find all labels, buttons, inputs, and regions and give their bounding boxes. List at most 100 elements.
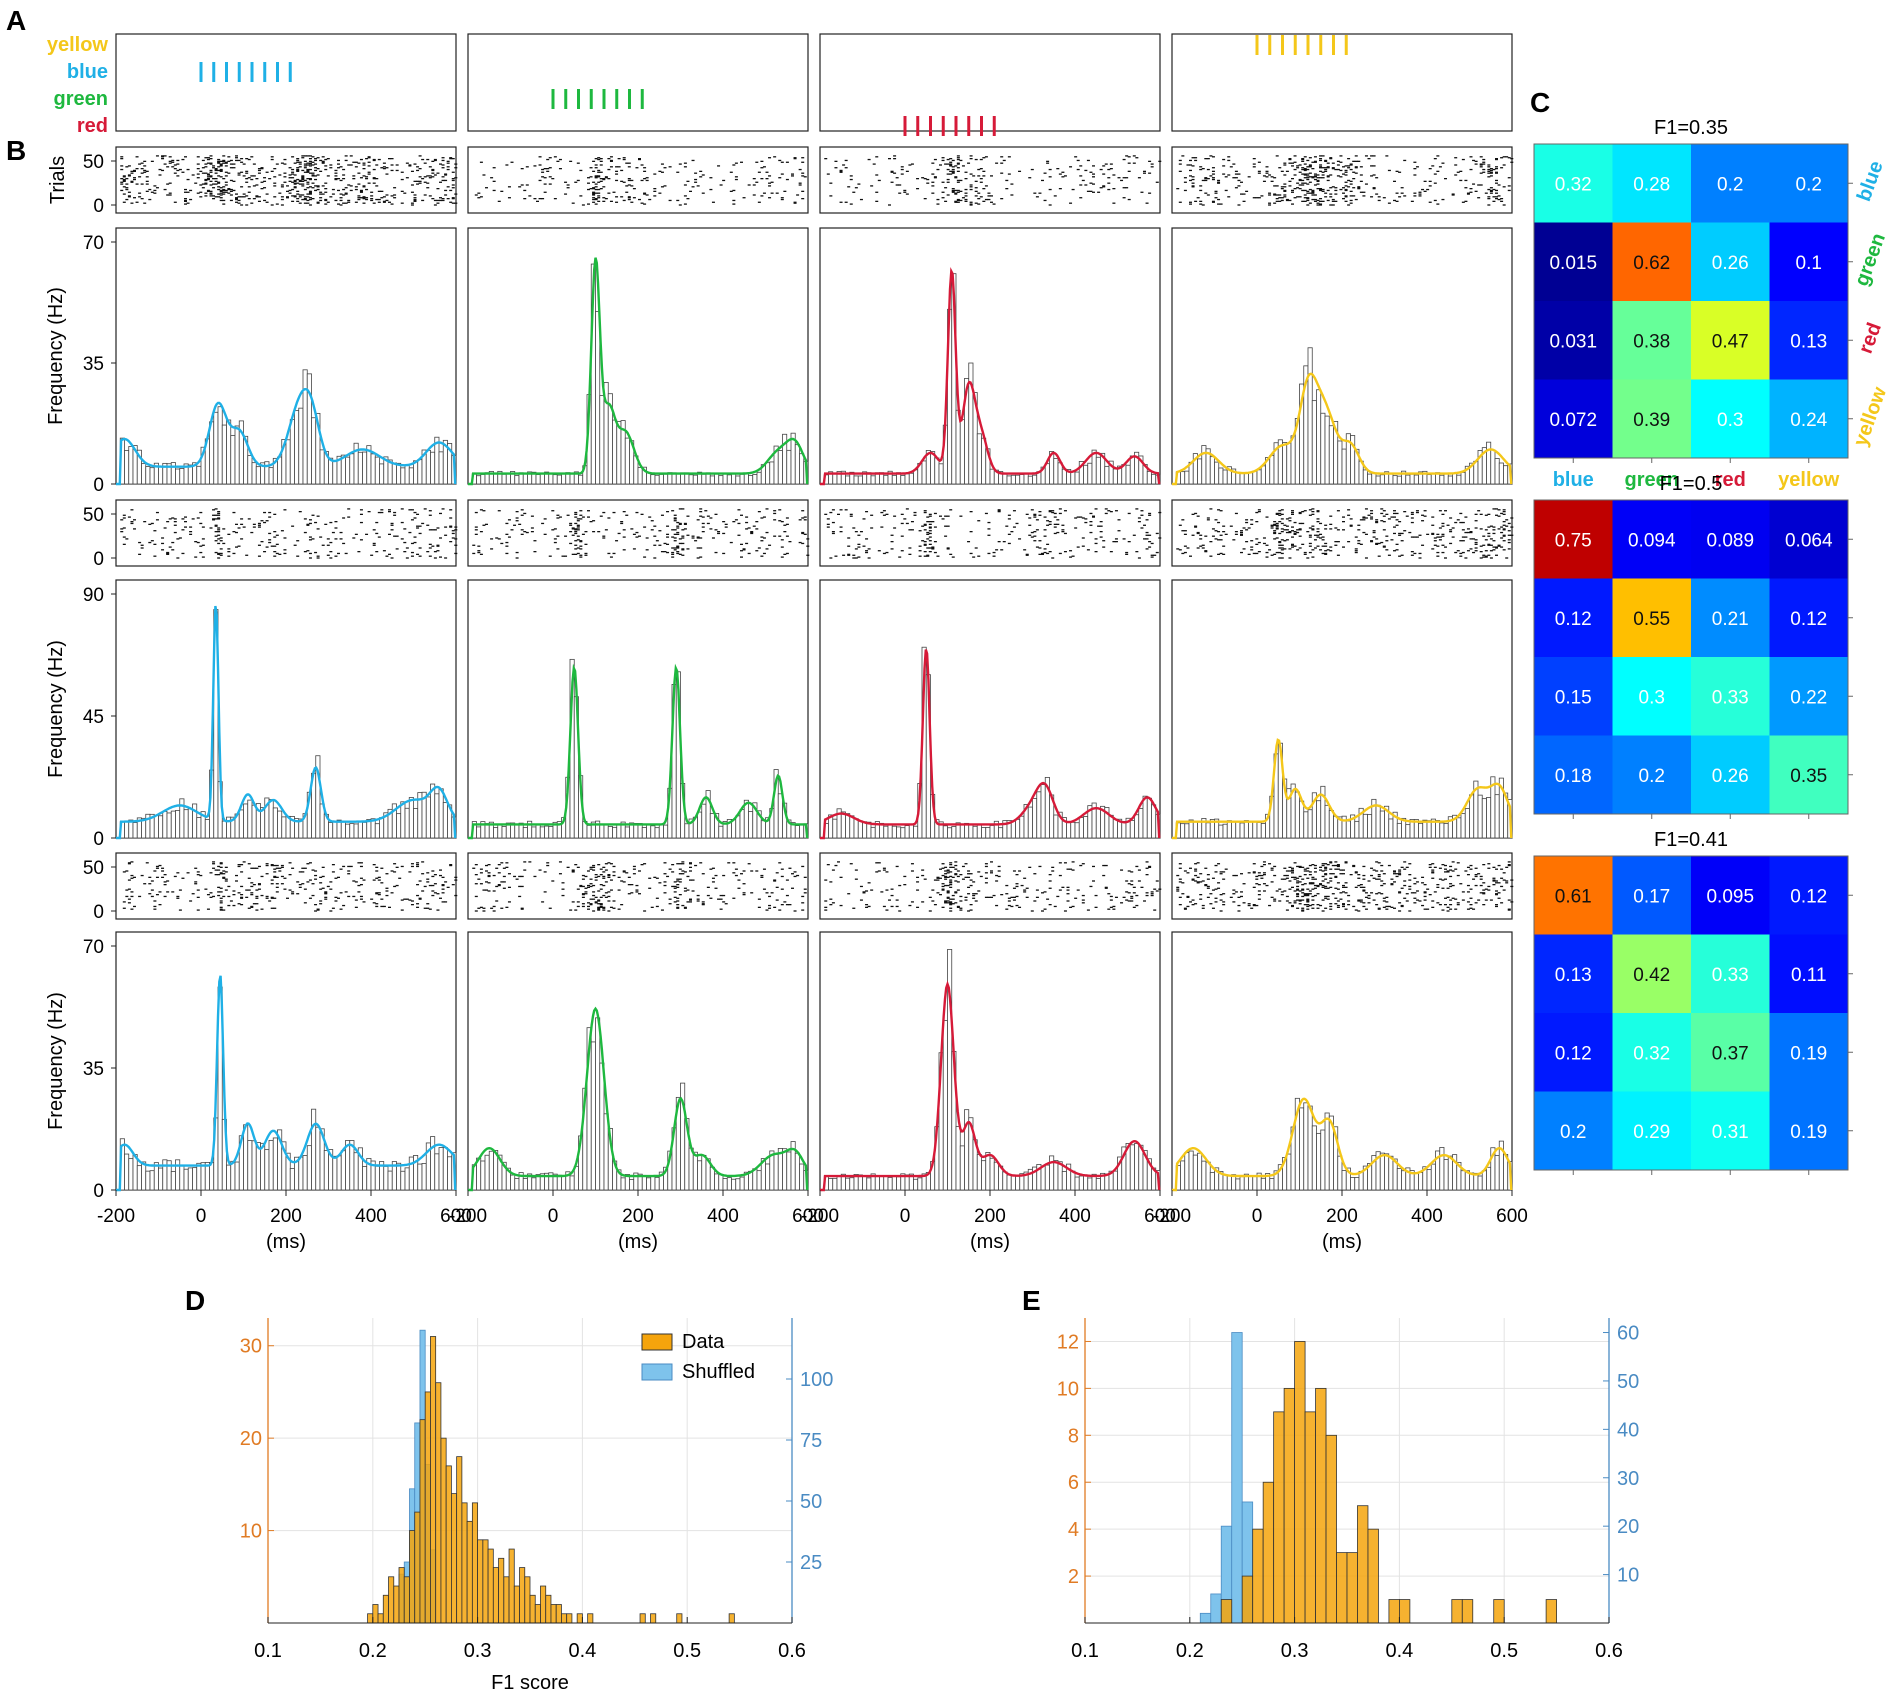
psth-bar: [221, 820, 227, 839]
psth-bar: [1477, 794, 1483, 839]
psth-bar: [187, 1167, 193, 1191]
psth-bar: [624, 826, 630, 839]
psth-bar: [857, 820, 863, 839]
psth-bar: [234, 1161, 240, 1191]
raster-yellow-row2: [1171, 499, 1514, 567]
psth-bar: [709, 812, 715, 839]
psth-bar: [251, 804, 257, 839]
psth-bar: [1129, 820, 1135, 839]
psth-bar: [650, 474, 656, 485]
psth-bar: [663, 824, 669, 839]
psth-green-row1: [467, 227, 809, 486]
psth-bar: [404, 465, 410, 485]
psth-bar: [1192, 820, 1198, 839]
psth-bar: [709, 475, 715, 485]
psth-bar: [603, 824, 609, 839]
psth-bar: [891, 825, 897, 839]
psth-bar: [548, 473, 554, 485]
psth-bar: [1269, 454, 1275, 485]
psth-bar: [985, 827, 991, 839]
psth-bar: [942, 825, 948, 839]
psth-bar: [1405, 474, 1411, 485]
psth-yellow-row1: [1171, 227, 1513, 486]
psth-bar: [1061, 468, 1067, 485]
psth-bar: [748, 474, 754, 485]
raster-green-row1: [467, 146, 809, 214]
psth-bar: [794, 825, 800, 839]
psth-bar: [654, 827, 660, 839]
psth-bar: [832, 818, 838, 839]
psth-bar: [383, 1166, 389, 1191]
psth-bar: [731, 1178, 737, 1191]
psth-bar: [646, 824, 652, 839]
psth-bar: [501, 473, 507, 485]
psth-bar: [434, 793, 440, 839]
psth-bar: [1337, 440, 1343, 485]
psth-bar: [357, 820, 363, 839]
psth-smooth-line: [468, 257, 809, 486]
psth-bar: [1053, 814, 1059, 839]
xtick-label: 0: [196, 1206, 207, 1227]
psth-bar: [620, 1177, 626, 1191]
psth-bar: [1151, 804, 1157, 839]
psth-bar: [845, 813, 851, 839]
psth-bar: [332, 821, 338, 839]
psth-bar: [340, 820, 346, 839]
xtick-label: 0: [548, 1206, 559, 1227]
psth-bar: [1486, 797, 1492, 839]
psth-bar: [1498, 462, 1504, 485]
psth-bar: [1142, 795, 1148, 839]
psth-bar: [522, 827, 528, 839]
psth-bar: [183, 1168, 189, 1191]
psth-bar: [701, 1154, 707, 1191]
raster-ytick-label: 50: [83, 858, 104, 879]
psth-bar: [756, 471, 762, 485]
psth-bar: [1129, 455, 1135, 485]
psth-bar: [374, 456, 380, 485]
psth-bar: [556, 1174, 562, 1191]
psth-bar: [1209, 456, 1215, 485]
stimulus-panel-green: [467, 33, 809, 132]
psth-bar: [1362, 813, 1368, 839]
psth-bar: [913, 469, 919, 485]
psth-bar: [726, 1177, 732, 1191]
psth-bar: [323, 1150, 329, 1191]
psth-ytick-label: 35: [83, 354, 104, 375]
stimulus-panel-yellow: [1171, 33, 1513, 132]
psth-smooth-line: [1172, 738, 1513, 840]
psth-bar: [170, 1171, 176, 1191]
psth-bar: [136, 1165, 142, 1191]
psth-bar: [396, 1162, 402, 1191]
psth-bar: [238, 809, 244, 839]
psth-bar: [1469, 794, 1475, 839]
psth-bar: [714, 1173, 720, 1191]
panel-label-D: D: [185, 1285, 205, 1316]
psth-bar: [260, 807, 266, 839]
psth-bar: [149, 1170, 155, 1191]
psth-bar: [862, 821, 868, 839]
psth-ytick-label: 0: [93, 475, 104, 496]
psth-bar: [1413, 474, 1419, 485]
psth-bar: [1248, 471, 1254, 485]
psth-bar: [1015, 818, 1021, 839]
psth-bar: [853, 475, 859, 485]
psth-ytick-label: 90: [83, 585, 104, 606]
psth-bar: [735, 1178, 741, 1191]
psth-bar: [799, 824, 805, 839]
psth-bar: [1095, 808, 1101, 839]
psth-bar: [692, 1151, 698, 1191]
psth-bar: [1392, 475, 1398, 485]
psth-bar: [192, 1167, 198, 1191]
psth-bar: [752, 474, 758, 485]
psth-bar: [226, 419, 232, 485]
psth-bar: [752, 1168, 758, 1191]
psth-bar: [328, 457, 334, 485]
psth-bar: [1367, 814, 1373, 839]
psth-bar: [234, 425, 240, 485]
psth-blue-row2: [115, 579, 457, 840]
psth-bar: [989, 468, 995, 485]
psth-bar: [1134, 814, 1140, 839]
psth-bar: [400, 467, 406, 485]
psth-bar: [756, 1170, 762, 1191]
psth-bar: [646, 1177, 652, 1191]
